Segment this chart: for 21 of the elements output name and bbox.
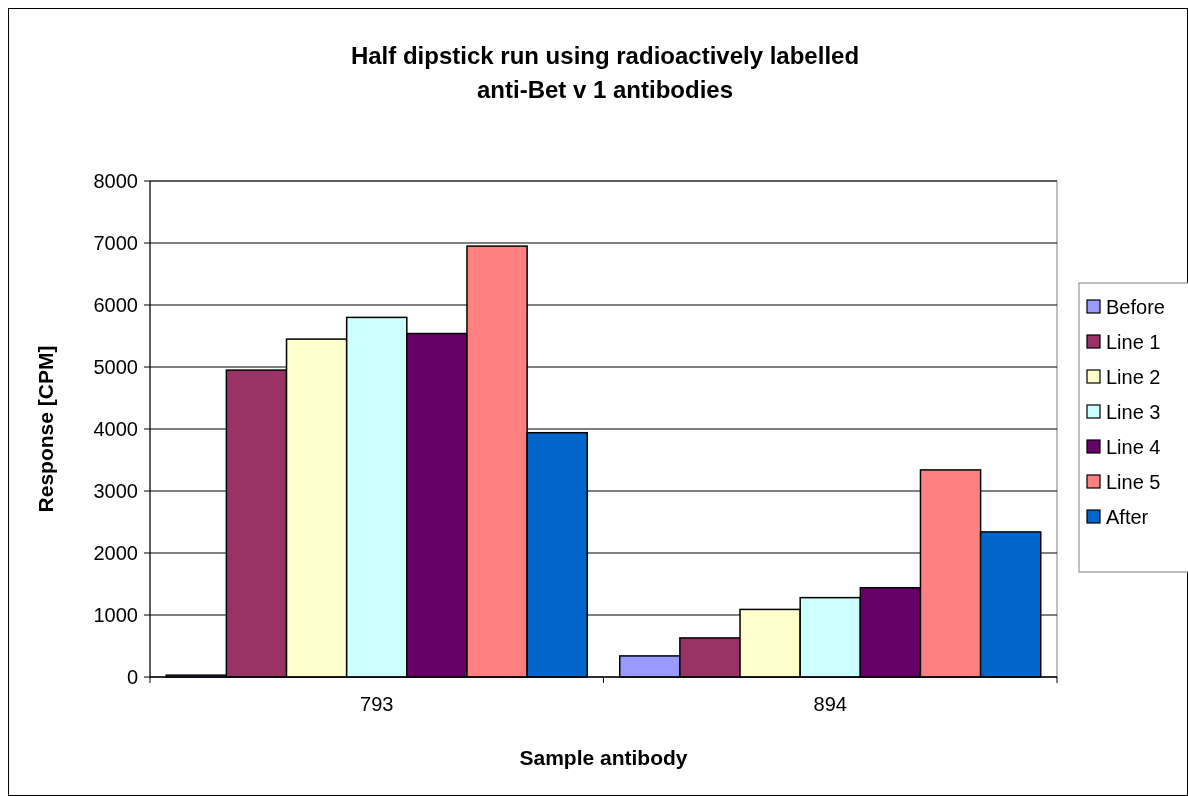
chart-title: Half dipstick run using radioactively labelled anti-Bet v 1 antibodies [350,42,860,103]
y-axis-title: Response [CPM] [34,345,57,513]
legend-label: Line 5 [1106,471,1161,493]
y-tick-label: 7000 [93,232,138,254]
y-tick-label: 3000 [93,480,138,502]
x-tick-label: 793 [360,693,394,715]
legend-label: Line 1 [1106,331,1161,353]
y-tick-label: 5000 [93,356,138,378]
legend-label: Line 2 [1106,366,1161,388]
y-tick-label: 6000 [93,294,138,316]
y-tick-label: 8000 [93,170,138,192]
legend-label: After [1106,506,1149,528]
y-tick-label: 0 [126,666,138,688]
y-tick-label: 4000 [93,418,138,440]
x-tick-label: 894 [813,693,847,715]
legend-label: Line 3 [1106,401,1161,423]
y-tick-label: 1000 [93,604,138,626]
legend-label: Line 4 [1106,436,1161,458]
legend-label: Before [1106,296,1165,318]
x-axis-title: Sample antibody [519,746,688,769]
y-tick-label: 2000 [93,542,138,564]
